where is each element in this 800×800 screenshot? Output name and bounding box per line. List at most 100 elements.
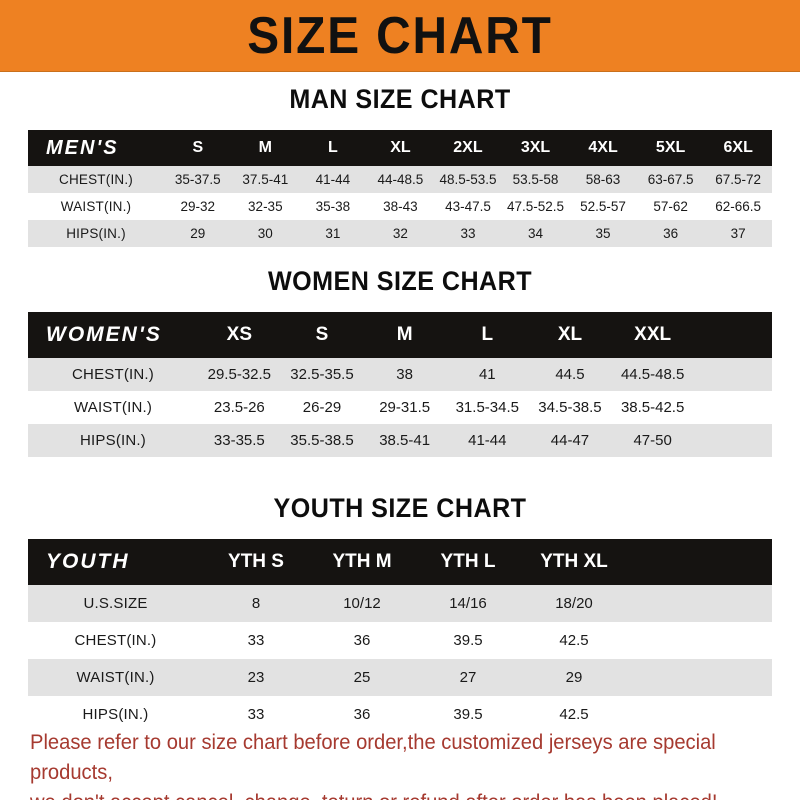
women-cell-0-4: 44.5: [528, 358, 612, 391]
women-row-1-label: WAIST(IN.): [28, 391, 198, 424]
youth-cell-3-2: 39.5: [415, 696, 521, 733]
women-cell-2-1: 35.5-38.5: [280, 424, 364, 457]
youth-table-head: YOUTH YTH S YTH M YTH L YTH XL: [28, 539, 772, 585]
men-row-2-label: HIPS(IN.): [28, 220, 164, 247]
men-table-head: MEN'S S M L XL 2XL 3XL 4XL 5XL 6XL: [28, 130, 772, 166]
men-cell-2-3: 32: [366, 220, 435, 247]
youth-col-4-spacer: [627, 539, 772, 585]
youth-cell-2-4: [627, 659, 772, 696]
women-cell-2-2: 38.5-41: [363, 424, 446, 457]
men-col-8: 6XL: [704, 130, 772, 166]
men-cell-0-0: 35-37.5: [164, 166, 232, 193]
table-row: HIPS(IN.) 33 36 39.5 42.5: [28, 696, 772, 733]
women-row-0-label: CHEST(IN.): [28, 358, 198, 391]
youth-cell-2-3: 29: [521, 659, 627, 696]
men-cell-0-7: 63-67.5: [636, 166, 705, 193]
men-cell-2-1: 30: [231, 220, 300, 247]
footer-line-2: we don't accept cancel, change, teturn o…: [30, 788, 748, 800]
men-cell-2-4: 33: [434, 220, 502, 247]
women-cell-1-0: 23.5-26: [198, 391, 281, 424]
men-cell-2-6: 35: [569, 220, 637, 247]
table-row: CHEST(IN.) 33 36 39.5 42.5: [28, 622, 772, 659]
table-row: U.S.SIZE 8 10/12 14/16 18/20: [28, 585, 772, 622]
youth-section-title: YOUTH SIZE CHART: [273, 493, 527, 523]
youth-size-table: YOUTH YTH S YTH M YTH L YTH XL U.S.SIZE …: [28, 539, 772, 733]
women-col-1: S: [280, 312, 364, 358]
women-col-2: M: [363, 312, 446, 358]
women-col-0: XS: [198, 312, 281, 358]
youth-cell-2-2: 27: [415, 659, 521, 696]
men-cell-2-5: 34: [501, 220, 570, 247]
men-corner-label: MEN'S: [28, 130, 164, 166]
women-cell-2-3: 41-44: [445, 424, 529, 457]
men-cell-1-2: 35-38: [299, 193, 367, 220]
women-corner-label: WOMEN'S: [28, 312, 198, 358]
table-row: CHEST(IN.) 29.5-32.5 32.5-35.5 38 41 44.…: [28, 358, 772, 391]
table-row: HIPS(IN.) 33-35.5 35.5-38.5 38.5-41 41-4…: [28, 424, 772, 457]
women-size-table: WOMEN'S XS S M L XL XXL CHEST(IN.) 29.5-…: [28, 312, 772, 457]
women-col-6-spacer: [694, 312, 772, 358]
youth-cell-1-3: 42.5: [521, 622, 627, 659]
women-cell-2-0: 33-35.5: [198, 424, 281, 457]
men-cell-1-7: 57-62: [636, 193, 705, 220]
men-row-0-label: CHEST(IN.): [28, 166, 164, 193]
men-section: MAN SIZE CHART MEN'S S M L XL 2XL 3XL 4X…: [0, 86, 800, 247]
youth-cell-3-4: [627, 696, 772, 733]
youth-cell-0-1: 10/12: [309, 585, 415, 622]
men-col-7: 5XL: [636, 130, 705, 166]
women-section-title: WOMEN SIZE CHART: [267, 266, 533, 296]
women-cell-1-3: 31.5-34.5: [445, 391, 529, 424]
women-cell-1-5: 38.5-42.5: [611, 391, 694, 424]
women-cell-0-1: 32.5-35.5: [280, 358, 364, 391]
youth-row-3-label: HIPS(IN.): [28, 696, 203, 733]
youth-cell-1-0: 33: [203, 622, 309, 659]
youth-cell-0-2: 14/16: [415, 585, 521, 622]
youth-col-1: YTH M: [309, 539, 415, 585]
men-cell-1-5: 47.5-52.5: [501, 193, 570, 220]
women-row-2-label: HIPS(IN.): [28, 424, 198, 457]
men-cell-0-2: 41-44: [299, 166, 367, 193]
youth-cell-3-1: 36: [309, 696, 415, 733]
men-col-1: M: [231, 130, 300, 166]
men-cell-1-8: 62-66.5: [704, 193, 772, 220]
youth-cell-1-1: 36: [309, 622, 415, 659]
men-col-5: 3XL: [501, 130, 570, 166]
footer-line-1: Please refer to our size chart before or…: [30, 731, 716, 784]
men-cell-0-4: 48.5-53.5: [434, 166, 502, 193]
women-cell-0-5: 44.5-48.5: [611, 358, 694, 391]
men-col-4: 2XL: [434, 130, 502, 166]
table-row: WAIST(IN.) 29-32 32-35 35-38 38-43 43-47…: [28, 193, 772, 220]
women-header-row: WOMEN'S XS S M L XL XXL: [28, 312, 772, 358]
table-row: HIPS(IN.) 29 30 31 32 33 34 35 36 37: [28, 220, 772, 247]
women-cell-0-2: 38: [363, 358, 446, 391]
men-cell-2-7: 36: [636, 220, 705, 247]
youth-cell-3-3: 42.5: [521, 696, 627, 733]
women-col-3: L: [445, 312, 529, 358]
youth-cell-0-4: [627, 585, 772, 622]
youth-col-3: YTH XL: [521, 539, 627, 585]
men-cell-1-4: 43-47.5: [434, 193, 502, 220]
men-col-6: 4XL: [569, 130, 637, 166]
men-table-body: CHEST(IN.) 35-37.5 37.5-41 41-44 44-48.5…: [28, 166, 772, 247]
women-cell-2-4: 44-47: [528, 424, 612, 457]
men-cell-1-1: 32-35: [231, 193, 300, 220]
men-col-0: S: [164, 130, 232, 166]
youth-cell-3-0: 33: [203, 696, 309, 733]
women-cell-0-3: 41: [445, 358, 529, 391]
youth-table-body: U.S.SIZE 8 10/12 14/16 18/20 CHEST(IN.) …: [28, 585, 772, 733]
women-cell-1-6: [694, 391, 772, 424]
men-col-2: L: [299, 130, 367, 166]
women-cell-2-5: 47-50: [611, 424, 694, 457]
men-cell-0-6: 58-63: [569, 166, 637, 193]
men-cell-2-2: 31: [299, 220, 367, 247]
youth-cell-0-0: 8: [203, 585, 309, 622]
men-col-3: XL: [366, 130, 435, 166]
table-row: WAIST(IN.) 23 25 27 29: [28, 659, 772, 696]
women-cell-0-0: 29.5-32.5: [198, 358, 281, 391]
youth-section: YOUTH SIZE CHART YOUTH YTH S YTH M YTH L…: [0, 495, 800, 733]
youth-cell-0-3: 18/20: [521, 585, 627, 622]
women-table-head: WOMEN'S XS S M L XL XXL: [28, 312, 772, 358]
youth-row-0-label: U.S.SIZE: [28, 585, 203, 622]
men-row-1-label: WAIST(IN.): [28, 193, 164, 220]
